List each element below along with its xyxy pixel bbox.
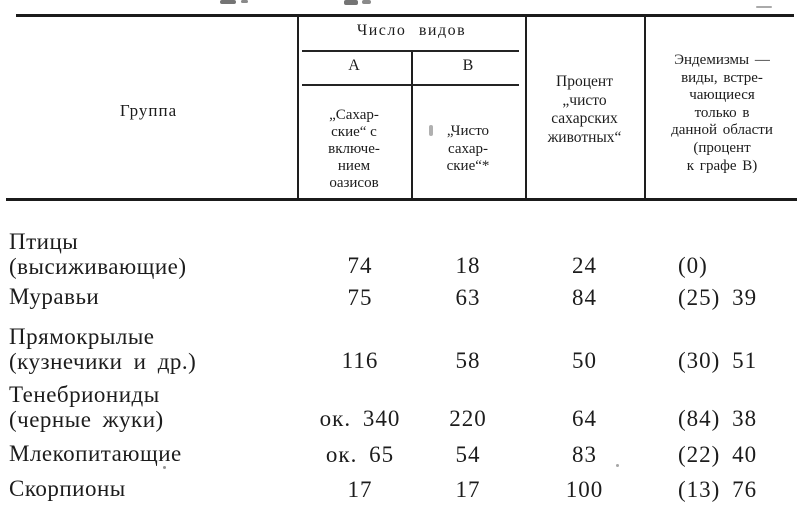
column-divider-a-b (411, 51, 413, 198)
header-endemism-column: Эндемизмы — виды, встре- чающиеся только… (671, 52, 773, 174)
cropped-caption-remnant (220, 0, 236, 4)
column-divider-group-a (297, 17, 299, 198)
cell-species-b: 17 (455, 477, 481, 502)
ab-letters-underline (302, 84, 519, 86)
cell-percent: 100 (565, 477, 604, 502)
table-row: Скорпионы 17 17 100 (13) 76 (0, 476, 800, 505)
table-row: Прямокрылые (кузнечики и др.) 116 58 50 … (0, 324, 800, 378)
cell-species-b: 54 (455, 442, 481, 467)
header-column-b-description: „Чисто сахар- ские“* (446, 123, 490, 174)
row-group-label: Млекопитающие (9, 441, 182, 466)
table-top-rule (16, 14, 794, 17)
cropped-caption-remnant (362, 0, 371, 4)
cropped-caption-remnant (241, 0, 248, 3)
cell-species-a: ок. 65 (325, 442, 395, 467)
header-column-a-description: „Сахар- ские“ с включе- нием оазисов (328, 107, 380, 191)
cell-endemism: (0) (678, 253, 708, 278)
cell-species-a: 74 (347, 253, 373, 278)
cell-endemism: (25) 39 (678, 285, 758, 310)
row-group-label: Прямокрылые (кузнечики и др.) (9, 324, 197, 374)
cell-endemism: (30) 51 (678, 348, 758, 373)
header-species-count: Число видов (356, 22, 467, 39)
cell-species-b: 18 (455, 253, 481, 278)
cell-species-b: 220 (449, 406, 487, 431)
scan-speck (163, 466, 166, 469)
cell-species-a: 17 (347, 477, 373, 502)
row-group-label: Птицы (высиживающие) (9, 229, 187, 279)
row-group-label: Тенебриониды (черные жуки) (9, 382, 164, 432)
cell-endemism: (84) 38 (678, 406, 758, 431)
header-body-separator (6, 198, 797, 201)
header-column-a-letter: А (348, 57, 360, 74)
table-row: Млекопитающие ок. 65 54 83 (22) 40 (0, 441, 800, 495)
cell-species-a: ок. 340 (319, 406, 401, 431)
cropped-caption-remnant (756, 6, 772, 8)
scan-speck (429, 125, 433, 136)
cell-percent: 83 (572, 442, 597, 467)
cell-percent: 50 (572, 348, 597, 373)
table-row: Муравьи 75 63 84 (25) 39 (0, 284, 800, 338)
table-row: Птицы (высиживающие) 74 18 24 (0) (0, 229, 800, 283)
header-group: Группа (119, 101, 178, 120)
header-percent-column: Процент „чисто сахарских животных“ (547, 73, 622, 146)
cell-percent: 64 (572, 406, 597, 431)
cell-species-a: 75 (347, 285, 373, 310)
cell-endemism: (13) 76 (678, 477, 758, 502)
species-count-underline (302, 50, 519, 52)
cell-percent: 84 (572, 285, 597, 310)
cell-species-b: 63 (455, 285, 481, 310)
row-group-label: Скорпионы (9, 476, 126, 501)
column-divider-percent-endemism (644, 17, 646, 198)
scan-speck (616, 464, 619, 467)
cell-species-a: 116 (341, 348, 379, 373)
cell-percent: 24 (572, 253, 597, 278)
cropped-caption-remnant (344, 0, 358, 5)
column-divider-b-percent (525, 17, 527, 198)
table-row: Тенебриониды (черные жуки) ок. 340 220 6… (0, 382, 800, 436)
cell-species-b: 58 (455, 348, 481, 373)
cell-endemism: (22) 40 (678, 442, 758, 467)
header-column-b-letter: В (462, 57, 474, 74)
row-group-label: Муравьи (9, 284, 100, 309)
